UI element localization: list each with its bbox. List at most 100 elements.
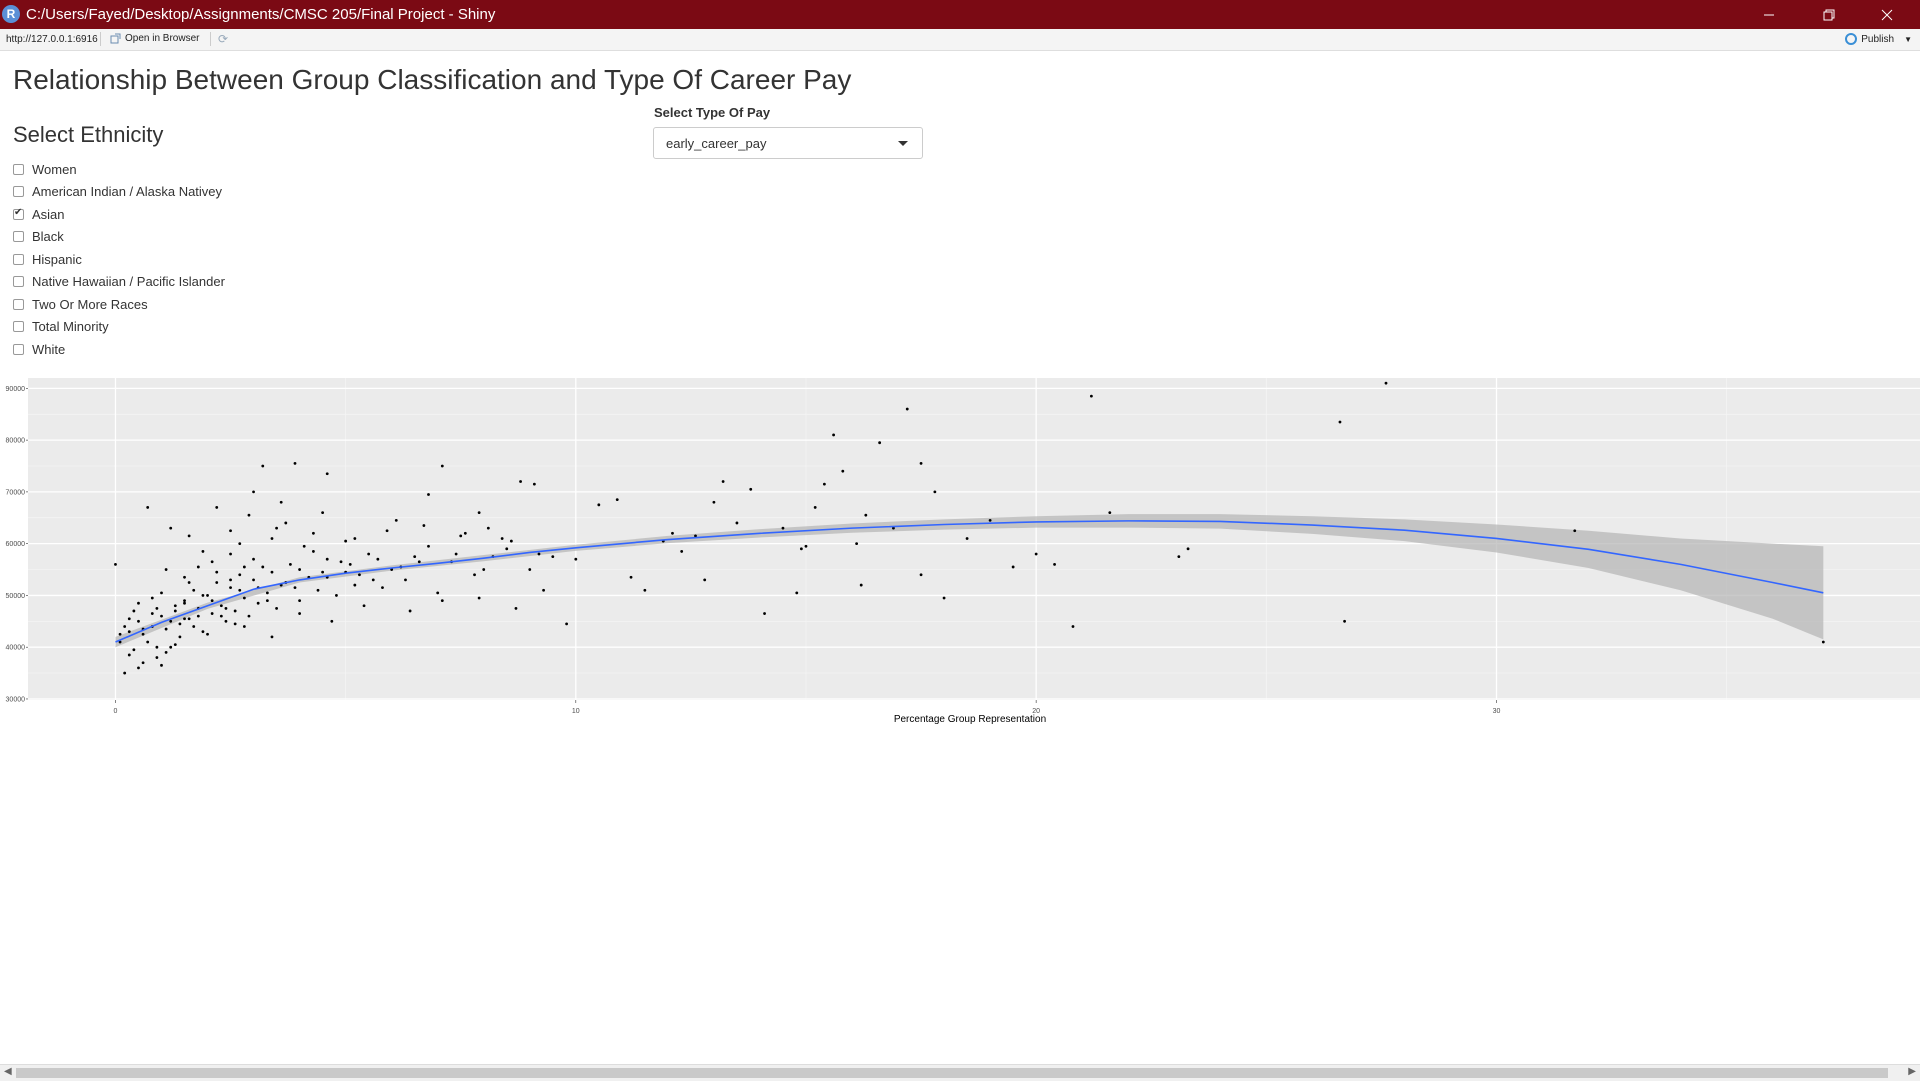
data-point	[376, 557, 380, 561]
checkbox-label: Total Minority	[32, 319, 109, 335]
y-tick-label: 90000	[6, 386, 26, 393]
y-tick-label: 60000	[6, 541, 26, 548]
checkbox-women[interactable]: Women	[13, 158, 225, 181]
data-point	[229, 586, 232, 590]
data-point	[855, 542, 859, 546]
checkbox[interactable]	[13, 276, 24, 288]
data-point	[233, 609, 237, 613]
checkbox-hispanic[interactable]: Hispanic	[13, 248, 225, 271]
data-point	[542, 588, 545, 592]
checkbox-checked[interactable]	[13, 207, 24, 220]
checkbox[interactable]	[13, 343, 24, 355]
y-tick-label: 30000	[6, 696, 26, 703]
close-icon[interactable]	[1864, 0, 1910, 29]
data-point	[763, 612, 766, 615]
data-point	[537, 552, 541, 556]
data-point	[841, 469, 845, 473]
data-point	[1338, 420, 1342, 424]
url-display[interactable]: http://127.0.0.1:6916	[6, 34, 98, 45]
checkbox-label: Two Or More Races	[32, 296, 148, 312]
open-in-browser-button[interactable]: Open in Browser	[110, 33, 199, 44]
pay-type-select[interactable]: early_career_pay	[653, 127, 923, 159]
data-point	[312, 531, 315, 535]
data-point	[187, 617, 191, 621]
x-tick-label: 10	[572, 708, 580, 715]
data-point	[408, 609, 412, 613]
data-point	[160, 663, 163, 667]
publish-button[interactable]: Publish ▼	[1845, 33, 1912, 45]
data-point	[381, 586, 384, 590]
data-point	[187, 581, 191, 584]
checkbox[interactable]	[13, 321, 24, 333]
data-point	[528, 568, 532, 571]
checkbox-native-hawaiian[interactable]: Native Hawaiian / Pacific Islander	[13, 271, 225, 294]
scrollbar-thumb[interactable]	[16, 1068, 1888, 1078]
data-point	[169, 645, 173, 649]
data-point	[123, 625, 127, 628]
data-point	[1108, 511, 1112, 514]
restore-icon[interactable]	[1806, 0, 1852, 29]
data-point	[201, 594, 205, 597]
data-point	[127, 653, 131, 657]
refresh-icon[interactable]: ⟳	[218, 32, 229, 46]
data-point	[160, 591, 163, 595]
data-point	[183, 575, 186, 579]
data-point	[988, 518, 992, 522]
checkbox-asian[interactable]: Asian	[13, 203, 225, 226]
data-point	[509, 539, 513, 543]
checkbox-american-indian[interactable]: American Indian / Alaska Nativey	[13, 181, 225, 204]
ethnicity-heading: Select Ethnicity	[13, 122, 164, 147]
data-point	[500, 537, 504, 540]
checkbox-label: White	[32, 341, 66, 357]
data-point	[694, 534, 697, 538]
chevron-down-icon[interactable]: ▼	[1904, 34, 1912, 44]
data-point	[265, 591, 269, 595]
data-point	[427, 544, 430, 548]
data-point	[574, 557, 578, 561]
checkbox-total-minority[interactable]: Total Minority	[13, 316, 225, 339]
data-point	[440, 599, 444, 603]
data-point	[155, 606, 159, 610]
data-point	[233, 622, 237, 626]
data-point	[1071, 625, 1075, 628]
data-point	[413, 555, 417, 559]
data-point	[183, 617, 186, 621]
minimize-icon[interactable]	[1746, 0, 1792, 29]
data-point	[1177, 555, 1181, 559]
data-point	[173, 604, 177, 608]
checkbox[interactable]	[13, 163, 24, 175]
data-point	[519, 480, 522, 483]
data-point	[183, 599, 186, 603]
checkbox[interactable]	[13, 186, 24, 198]
checkbox[interactable]	[13, 253, 24, 265]
smooth-line	[115, 520, 1824, 643]
data-point	[514, 606, 518, 610]
checkbox-white[interactable]: White	[13, 338, 225, 361]
scroll-left-icon[interactable]: ◀	[4, 1066, 12, 1077]
data-point	[155, 645, 159, 649]
scroll-right-icon[interactable]: ▶	[1908, 1066, 1916, 1077]
data-point	[822, 482, 826, 486]
data-point	[224, 619, 228, 623]
data-point	[229, 578, 232, 582]
data-point	[192, 625, 196, 628]
checkbox[interactable]	[13, 298, 24, 310]
data-point	[298, 612, 302, 615]
data-point	[436, 591, 440, 595]
data-point	[477, 511, 481, 514]
chevron-down-icon[interactable]	[898, 141, 908, 146]
data-point	[137, 666, 140, 670]
data-point	[298, 568, 302, 571]
data-point	[150, 596, 154, 600]
x-axis-label: Percentage Group Representation	[894, 714, 1046, 725]
data-point	[210, 612, 214, 615]
checkbox-black[interactable]: Black	[13, 226, 225, 249]
horizontal-scrollbar[interactable]: ◀ ▶	[0, 1064, 1920, 1081]
data-point	[482, 568, 486, 571]
scatter-plot: 0 10 20 30 30000 40000 50000 60000 70000 80000 900…	[6, 378, 1920, 725]
checkbox[interactable]	[13, 231, 24, 243]
data-point	[275, 526, 278, 530]
data-point	[196, 565, 200, 569]
window-titlebar: R C:/Users/Fayed/Desktop/Assignments/CMS…	[0, 0, 1920, 29]
checkbox-two-or-more[interactable]: Two Or More Races	[13, 293, 225, 316]
